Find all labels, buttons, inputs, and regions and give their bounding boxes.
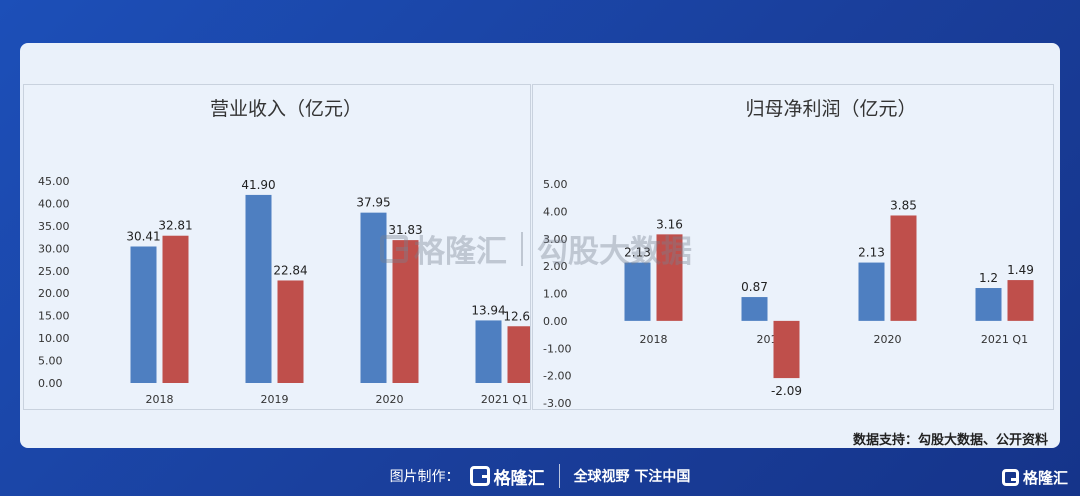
corner-logo: 格隆汇 xyxy=(1001,467,1068,488)
bar xyxy=(1007,280,1034,321)
x-category-label: 2021 Q1 xyxy=(481,393,528,406)
bar xyxy=(162,235,189,383)
bar xyxy=(656,234,683,321)
x-category-label: 2020 xyxy=(376,393,404,406)
data-label: 13.94 xyxy=(471,303,505,317)
bar xyxy=(507,326,530,383)
revenue-chart-panel: 营业收入（亿元） 0.00 5.00 10.00 15.00 20.00 25.00 30.0… xyxy=(23,84,531,410)
bar xyxy=(245,194,272,383)
data-label: 41.90 xyxy=(241,178,275,192)
data-label: 0.87 xyxy=(741,280,768,294)
y-tick-label: 30.00 xyxy=(38,242,70,255)
footer-slogan: 全球视野 下注中国 xyxy=(573,469,691,485)
data-label: 3.16 xyxy=(656,217,683,231)
y-tick-label: 15.00 xyxy=(38,310,70,323)
y-tick-label: 45.00 xyxy=(38,175,70,188)
corner-logo-icon xyxy=(1001,469,1019,486)
data-label: 2.13 xyxy=(624,246,651,260)
bar xyxy=(392,240,419,383)
x-category-label: 2018 xyxy=(640,333,668,346)
bar xyxy=(741,297,768,321)
y-tick-label: 2.00 xyxy=(543,260,568,273)
corner-brand: 格隆汇 xyxy=(1022,469,1068,487)
x-category-label: 2021 Q1 xyxy=(981,333,1028,346)
data-label: 32.81 xyxy=(158,219,192,233)
data-label: 1.49 xyxy=(1007,263,1034,277)
net-profit-chart-panel: 归母净利润（亿元） -3.00 -2.00 -1.00 0.00 1.00 2.00 3.00… xyxy=(532,84,1054,410)
y-tick-label: -3.00 xyxy=(543,397,571,409)
data-label: 1.2 xyxy=(979,271,998,285)
footer-divider xyxy=(558,464,560,488)
y-tick-label: 1.00 xyxy=(543,288,568,301)
data-label: 3.85 xyxy=(890,198,917,212)
y-tick-label: 5.00 xyxy=(38,355,63,368)
data-label: 30.41 xyxy=(126,229,160,243)
bar xyxy=(624,262,651,321)
bar xyxy=(130,246,157,383)
y-tick-label: 0.00 xyxy=(543,315,568,328)
bar xyxy=(475,320,502,383)
data-label: 37.95 xyxy=(356,196,390,210)
chart-card: 营业收入（亿元） 0.00 5.00 10.00 15.00 20.00 25.00 30.0… xyxy=(20,43,1060,448)
data-label: 2.13 xyxy=(858,246,885,260)
bar xyxy=(975,288,1002,321)
revenue-chart: 营业收入（亿元） 0.00 5.00 10.00 15.00 20.00 25.00 30.0… xyxy=(38,98,530,406)
bar xyxy=(360,212,387,383)
data-label: 31.83 xyxy=(388,223,422,237)
y-tick-label: 3.00 xyxy=(543,233,568,246)
net-profit-chart: 归母净利润（亿元） -3.00 -2.00 -1.00 0.00 1.00 2.00 3.00… xyxy=(543,98,1034,409)
y-tick-label: 10.00 xyxy=(38,332,70,345)
footer-brand: 格隆汇 xyxy=(493,468,545,489)
x-category-label: 2019 xyxy=(261,393,289,406)
x-category-label: 2020 xyxy=(874,333,902,346)
y-tick-label: -2.00 xyxy=(543,370,571,383)
y-tick-label: 5.00 xyxy=(543,178,568,191)
footer-label: 图片制作： xyxy=(389,469,460,485)
data-label: 12.64 xyxy=(503,309,530,323)
data-source-note: 数据支持：勾股大数据、公开资料 xyxy=(852,433,1048,448)
bar xyxy=(858,262,885,321)
chart-title: 归母净利润（亿元） xyxy=(745,98,916,120)
y-tick-label: 4.00 xyxy=(543,205,568,218)
y-tick-label: 0.00 xyxy=(38,377,63,390)
bar xyxy=(773,320,800,379)
y-tick-label: 40.00 xyxy=(38,197,70,210)
y-tick-label: 35.00 xyxy=(38,220,70,233)
chart-title: 营业收入（亿元） xyxy=(210,98,362,120)
footer-logo: 格隆汇 xyxy=(469,464,545,489)
y-tick-label: 25.00 xyxy=(38,265,70,278)
bar xyxy=(890,215,917,321)
y-tick-label: -1.00 xyxy=(543,342,571,355)
x-category-label: 2018 xyxy=(146,393,174,406)
data-label: 22.84 xyxy=(273,263,307,277)
data-label: -2.09 xyxy=(771,384,802,398)
bar xyxy=(277,280,304,383)
gelonghui-logo-icon xyxy=(469,466,490,486)
y-tick-label: 20.00 xyxy=(38,287,70,300)
footer: 图片制作： 格隆汇 全球视野 下注中国 xyxy=(0,456,1080,496)
